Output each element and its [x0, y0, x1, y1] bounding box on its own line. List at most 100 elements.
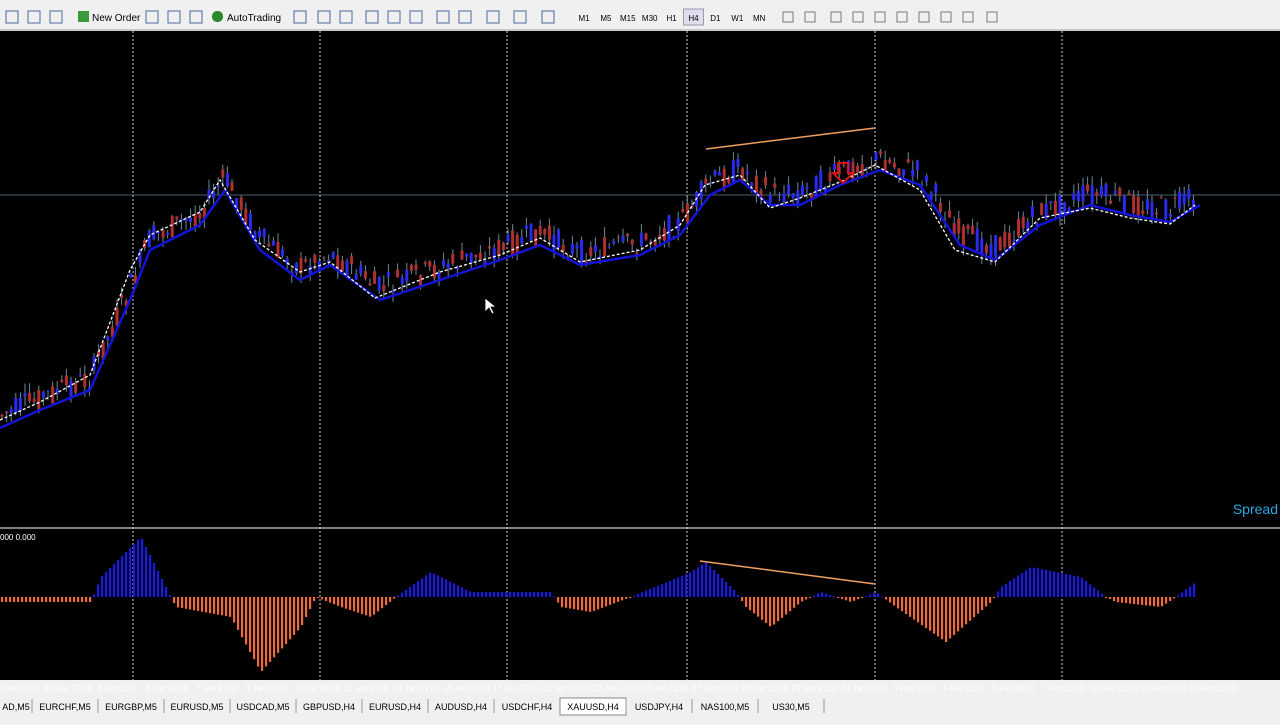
- candle: [971, 225, 975, 235]
- histogram-bar: [613, 597, 616, 604]
- draw-tool[interactable]: [986, 11, 998, 23]
- tool-icon[interactable]: [27, 10, 41, 24]
- candle: [768, 194, 772, 203]
- histogram-bar: [1001, 586, 1004, 597]
- candle: [97, 351, 101, 356]
- button[interactable]: New Order: [92, 13, 141, 24]
- candle: [869, 165, 873, 168]
- histogram-bar: [569, 597, 572, 609]
- timeframe[interactable]: M5: [600, 14, 612, 23]
- tab-bar: [0, 697, 1280, 720]
- tool-icon[interactable]: [145, 10, 159, 24]
- tool-icon[interactable]: [293, 10, 307, 24]
- histogram-bar: [565, 597, 568, 608]
- histogram-bar: [125, 552, 128, 597]
- candle: [239, 197, 243, 210]
- candle: [235, 198, 239, 210]
- tab[interactable]: EURGBP,M5: [105, 702, 157, 712]
- candle: [9, 408, 13, 414]
- tool-icon[interactable]: [458, 10, 472, 24]
- tab[interactable]: AUDUSD,H4: [435, 702, 487, 712]
- timeframe[interactable]: M1: [578, 14, 590, 23]
- tab[interactable]: EURUSD,H4: [369, 702, 421, 712]
- draw-tool[interactable]: [852, 11, 864, 23]
- tab[interactable]: US30,M5: [772, 702, 810, 712]
- draw-tool[interactable]: [804, 11, 816, 23]
- button[interactable]: AutoTrading: [227, 13, 281, 24]
- candle: [796, 190, 800, 205]
- icon: [212, 11, 223, 22]
- timeframe[interactable]: W1: [731, 14, 744, 23]
- candle: [607, 246, 611, 248]
- timeframe[interactable]: D1: [710, 14, 721, 23]
- tool-icon[interactable]: [541, 10, 555, 24]
- draw-tool[interactable]: [782, 11, 794, 23]
- candle: [488, 246, 492, 249]
- candle: [354, 274, 358, 280]
- histogram-bar: [189, 597, 192, 610]
- draw-tool[interactable]: [896, 11, 908, 23]
- tool-icon[interactable]: [387, 10, 401, 24]
- tab[interactable]: USDJPY,H4: [635, 702, 683, 712]
- timeframe[interactable]: MN: [753, 14, 766, 23]
- tool-icon[interactable]: [339, 10, 353, 24]
- tab[interactable]: GBPUSD,H4: [303, 702, 355, 712]
- time-label: 3 Jan 01:00: [97, 684, 139, 693]
- tab[interactable]: USDCAD,M5: [236, 702, 289, 712]
- tab[interactable]: EURCHF,M5: [39, 702, 91, 712]
- histogram-bar: [977, 597, 980, 614]
- tool-icon[interactable]: [365, 10, 379, 24]
- tab[interactable]: AD,M5: [2, 702, 30, 712]
- tool-icon[interactable]: [513, 10, 527, 24]
- histogram-bar: [281, 597, 284, 649]
- candle: [754, 175, 758, 193]
- candle: [676, 218, 680, 232]
- tool-icon[interactable]: [49, 10, 63, 24]
- histogram-bar: [1129, 597, 1132, 604]
- tool-icon[interactable]: [317, 10, 331, 24]
- histogram-bar: [405, 589, 408, 597]
- candle: [920, 184, 924, 186]
- tool-icon[interactable]: [409, 10, 423, 24]
- histogram-bar: [857, 597, 860, 600]
- candle: [405, 269, 409, 282]
- tab[interactable]: EURUSD,M5: [170, 702, 223, 712]
- time-label: 0 Dec 09:00: [0, 684, 40, 693]
- histogram-bar: [741, 597, 744, 601]
- draw-tool[interactable]: [830, 11, 842, 23]
- tab[interactable]: USDCHF,H4: [502, 702, 553, 712]
- histogram-bar: [77, 597, 80, 602]
- histogram-bar: [1173, 597, 1176, 599]
- histogram-bar: [169, 595, 172, 597]
- candle: [1007, 232, 1011, 247]
- histogram-bar: [1009, 581, 1012, 597]
- tab[interactable]: XAUUSD,H4: [567, 702, 619, 712]
- draw-tool[interactable]: [962, 11, 974, 23]
- timeframe[interactable]: H4: [688, 14, 699, 23]
- candle: [1026, 221, 1030, 233]
- draw-tool[interactable]: [940, 11, 952, 23]
- timeframe[interactable]: M15: [620, 14, 636, 23]
- timeframe[interactable]: H1: [666, 14, 677, 23]
- candle: [212, 191, 216, 198]
- histogram-bar: [89, 597, 92, 602]
- tool-icon[interactable]: [436, 10, 450, 24]
- timeframe[interactable]: M30: [642, 14, 658, 23]
- histogram: [1, 539, 1196, 671]
- tool-icon[interactable]: [486, 10, 500, 24]
- tab[interactable]: NAS100,M5: [701, 702, 750, 712]
- tool-icon[interactable]: [189, 10, 203, 24]
- draw-tool[interactable]: [918, 11, 930, 23]
- histogram-bar: [1121, 597, 1124, 603]
- tool-icon[interactable]: [5, 10, 19, 24]
- histogram-bar: [373, 597, 376, 615]
- time-label: 13 Jan 17:00: [343, 684, 390, 693]
- time-label: 27 Jan 05:00: [692, 684, 739, 693]
- draw-tool[interactable]: [874, 11, 886, 23]
- candle: [529, 223, 533, 241]
- candle: [106, 336, 110, 341]
- tool-icon[interactable]: [167, 10, 181, 24]
- candle: [1017, 219, 1021, 236]
- time-label: 17 Jan 17:00: [493, 684, 540, 693]
- histogram-bar: [309, 597, 312, 609]
